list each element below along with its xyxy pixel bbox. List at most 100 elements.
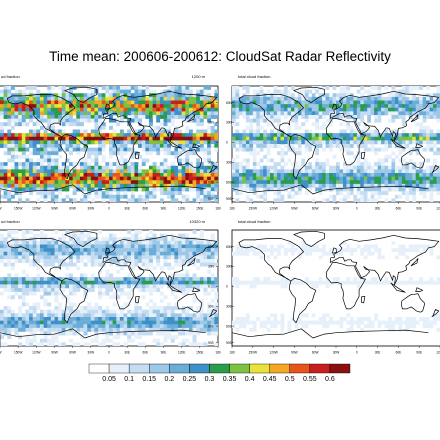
- cloud-cell: [141, 111, 146, 116]
- cloud-cell: [185, 244, 190, 249]
- cloud-cell: [39, 230, 44, 234]
- cloud-cell: [54, 147, 59, 152]
- cloud-cell: [356, 154, 361, 159]
- cloud-cell: [436, 104, 440, 109]
- cloud-cell: [21, 277, 26, 282]
- cloud-cell: [297, 93, 302, 98]
- cloud-cell: [174, 151, 179, 156]
- cloud-cell: [256, 317, 261, 321]
- cloud-cell: [280, 158, 285, 163]
- cloud-cell: [381, 173, 385, 177]
- cloud-cell: [29, 111, 33, 116]
- cloud-cell: [242, 165, 247, 170]
- cloud-cell: [356, 317, 361, 321]
- cloud-cell: [0, 240, 4, 245]
- cloud-cell: [167, 194, 172, 199]
- cloud-cell: [0, 100, 4, 105]
- cloud-cell: [436, 96, 440, 101]
- cloud-cell: [263, 104, 267, 109]
- cloud-cell: [203, 194, 208, 199]
- cloud-cell: [412, 320, 417, 325]
- cloud-cell: [0, 96, 4, 101]
- cloud-cell: [256, 118, 261, 123]
- cloud-cell: [270, 251, 274, 256]
- cloud-cell: [39, 151, 44, 156]
- cloud-cell: [69, 136, 73, 141]
- cloud-cell: [58, 86, 63, 90]
- cloud-cell: [405, 255, 410, 260]
- cloud-cell: [58, 255, 63, 260]
- cloud-cell: [130, 255, 135, 260]
- cloud-cell: [58, 96, 63, 101]
- cloud-cell: [367, 320, 371, 325]
- cloud-cell: [116, 180, 121, 185]
- cloud-cell: [39, 100, 44, 105]
- cloud-cell: [98, 240, 103, 245]
- cloud-cell: [69, 180, 73, 185]
- cloud-cell: [377, 251, 382, 256]
- cloud-cell: [76, 280, 81, 285]
- cloud-cell: [284, 140, 288, 145]
- cloud-cell: [167, 169, 172, 174]
- panel-tr-lon-axis: 180150W120W90W60W30W030E60E90E120E: [229, 202, 440, 211]
- cloud-cell: [207, 107, 212, 112]
- cloud-cell: [398, 248, 403, 253]
- cloud-cell: [116, 162, 121, 167]
- cloud-cell: [105, 331, 110, 336]
- cloud-cell: [58, 259, 63, 263]
- cloud-cell: [280, 140, 285, 145]
- cloud-cell: [141, 194, 146, 199]
- cloud-cell: [159, 233, 164, 238]
- cloud-cell: [199, 191, 204, 196]
- cloud-cell: [181, 244, 186, 249]
- cloud-cell: [311, 86, 316, 90]
- cloud-cell: [199, 100, 204, 105]
- cloud-cell: [245, 147, 250, 152]
- cloud-cell: [429, 194, 434, 199]
- cloud-cell: [401, 93, 406, 98]
- cloud-cell: [214, 176, 218, 181]
- cloud-cell: [252, 129, 257, 134]
- cloud-cell: [270, 313, 274, 318]
- coastline: [238, 94, 304, 138]
- cloud-cell: [426, 125, 430, 130]
- cloud-cell: [134, 284, 139, 289]
- cloud-cell: [297, 151, 302, 156]
- cloud-cell: [112, 244, 117, 249]
- cloud-cell: [232, 89, 236, 94]
- cloud-cell: [148, 191, 153, 196]
- cloud-cell: [98, 144, 103, 148]
- cloud-cell: [290, 194, 295, 199]
- cloud-cell: [210, 180, 215, 185]
- cloud-cell: [0, 176, 4, 181]
- cloud-cell: [394, 248, 399, 253]
- cloud-cell: [256, 194, 261, 199]
- cloud-cell: [119, 317, 124, 321]
- cloud-cell: [167, 133, 172, 138]
- cloud-cell: [192, 93, 197, 98]
- cloud-cell: [79, 122, 84, 127]
- lat-tick-label: 90S: [208, 197, 214, 201]
- cloud-cell: [29, 230, 33, 234]
- cloud-cell: [263, 133, 267, 138]
- cloud-cell: [408, 165, 413, 170]
- cloud-cell: [360, 129, 365, 134]
- cloud-cell: [116, 144, 121, 148]
- cloud-cell: [235, 198, 240, 202]
- cloud-cell: [363, 248, 368, 253]
- cloud-cell: [83, 173, 88, 177]
- cloud-cell: [353, 183, 358, 188]
- cloud-cell: [14, 187, 19, 192]
- cloud-cell: [127, 89, 132, 94]
- cloud-cell: [277, 173, 281, 177]
- cloud-cell: [346, 173, 351, 177]
- cloud-cell: [391, 180, 396, 185]
- cloud-cell: [433, 100, 437, 105]
- cloud-cell: [116, 194, 121, 199]
- cloud-cell: [69, 306, 73, 311]
- cloud-cell: [58, 147, 63, 152]
- cloud-cell: [112, 162, 117, 167]
- cloud-cell: [405, 136, 410, 141]
- cloud-cell: [123, 173, 128, 177]
- cloud-cell: [256, 173, 261, 177]
